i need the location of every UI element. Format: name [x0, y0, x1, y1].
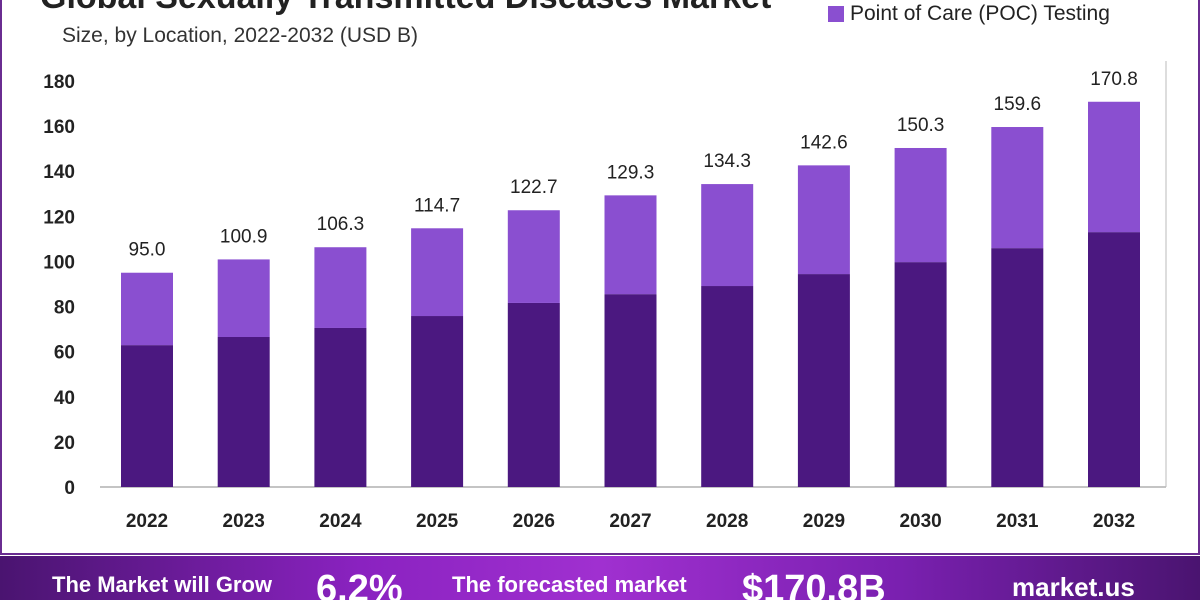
bar-segment-poc-2028: [701, 184, 754, 287]
x-tick-label-2032: 2032: [1093, 511, 1135, 532]
y-tick-label: 0: [64, 478, 75, 499]
bar-segment-base-2029: [797, 274, 850, 487]
data-label-2029: 142.6: [800, 132, 848, 153]
y-tick-label: 80: [54, 298, 75, 319]
x-tick-label-2030: 2030: [899, 511, 941, 532]
brand-logo: market.us: [1012, 572, 1135, 602]
y-tick-label: 100: [43, 252, 75, 273]
bar-segment-base-2031: [991, 248, 1044, 487]
chart-title: Global Sexually Transmitted Diseases Mar…: [40, 0, 771, 17]
forecast-text: The forecasted market: [452, 572, 687, 597]
bar-segment-poc-2029: [797, 165, 850, 275]
data-label-2031: 159.6: [994, 94, 1042, 115]
data-label-2032: 170.8: [1090, 69, 1138, 90]
bar-segment-base-2026: [507, 302, 560, 487]
bar-segment-poc-2025: [411, 228, 464, 317]
bar-segment-poc-2022: [121, 272, 173, 346]
x-tick-label-2022: 2022: [126, 511, 168, 532]
x-tick-label-2029: 2029: [803, 511, 845, 532]
y-tick-label: 180: [43, 72, 75, 93]
x-tick-label-2031: 2031: [996, 511, 1039, 532]
bar-segment-base-2027: [604, 294, 657, 487]
forecast-value: $170.8B: [742, 568, 886, 610]
legend-swatch-poc: [828, 6, 844, 22]
x-tick-label-2023: 2023: [223, 511, 265, 532]
bar-chart: 0 20 40 60 80 100 120 140 160 180 95.0 2022 100.9 202…: [43, 61, 1167, 532]
bar-segment-base-2022: [121, 345, 173, 487]
data-label-2026: 122.7: [510, 177, 558, 198]
bar-segment-poc-2032: [1088, 101, 1140, 233]
bar-segment-poc-2030: [894, 147, 947, 263]
bar-segment-base-2025: [411, 316, 464, 487]
bar-segment-poc-2023: [217, 259, 270, 338]
y-tick-label: 60: [54, 343, 75, 364]
chart-frame: [0, 0, 1200, 555]
chart-subtitle: Size, by Location, 2022-2032 (USD B): [62, 24, 419, 47]
legend: Point of Care (POC) Testing: [828, 2, 1110, 26]
bar-segment-base-2023: [217, 337, 270, 487]
data-label-2030: 150.3: [897, 115, 945, 136]
x-tick-label-2025: 2025: [416, 511, 459, 532]
y-tick-label: 160: [43, 117, 75, 138]
bar-segment-poc-2024: [314, 247, 367, 328]
bar-segment-base-2028: [701, 286, 754, 487]
data-label-2022: 95.0: [129, 240, 166, 261]
y-tick-label: 120: [43, 207, 75, 228]
x-tick-label-2027: 2027: [609, 511, 651, 532]
cagr-value: 6.2%: [316, 568, 403, 610]
y-tick-label: 20: [54, 433, 75, 454]
data-label-2025: 114.7: [414, 195, 460, 216]
data-label-2028: 134.3: [703, 151, 751, 172]
data-label-2024: 106.3: [317, 214, 365, 235]
y-tick-label: 140: [43, 162, 75, 183]
y-tick-label: 40: [54, 388, 75, 409]
footer-banner: The Market will Grow 6.2% The forecasted…: [0, 556, 1200, 610]
bar-segment-base-2030: [894, 262, 947, 487]
x-tick-label-2028: 2028: [706, 511, 748, 532]
bar-segment-base-2024: [314, 327, 367, 487]
bar-segment-poc-2026: [507, 210, 560, 303]
grow-text: The Market will Grow: [52, 572, 273, 597]
legend-label-poc: Point of Care (POC) Testing: [850, 2, 1110, 25]
data-label-2027: 129.3: [607, 162, 655, 183]
bar-segment-base-2032: [1088, 232, 1140, 487]
bar-segment-poc-2027: [604, 195, 657, 295]
x-tick-label-2024: 2024: [319, 511, 362, 532]
data-label-2023: 100.9: [220, 226, 268, 247]
bar-segment-poc-2031: [991, 127, 1044, 249]
x-tick-label-2026: 2026: [513, 511, 555, 532]
